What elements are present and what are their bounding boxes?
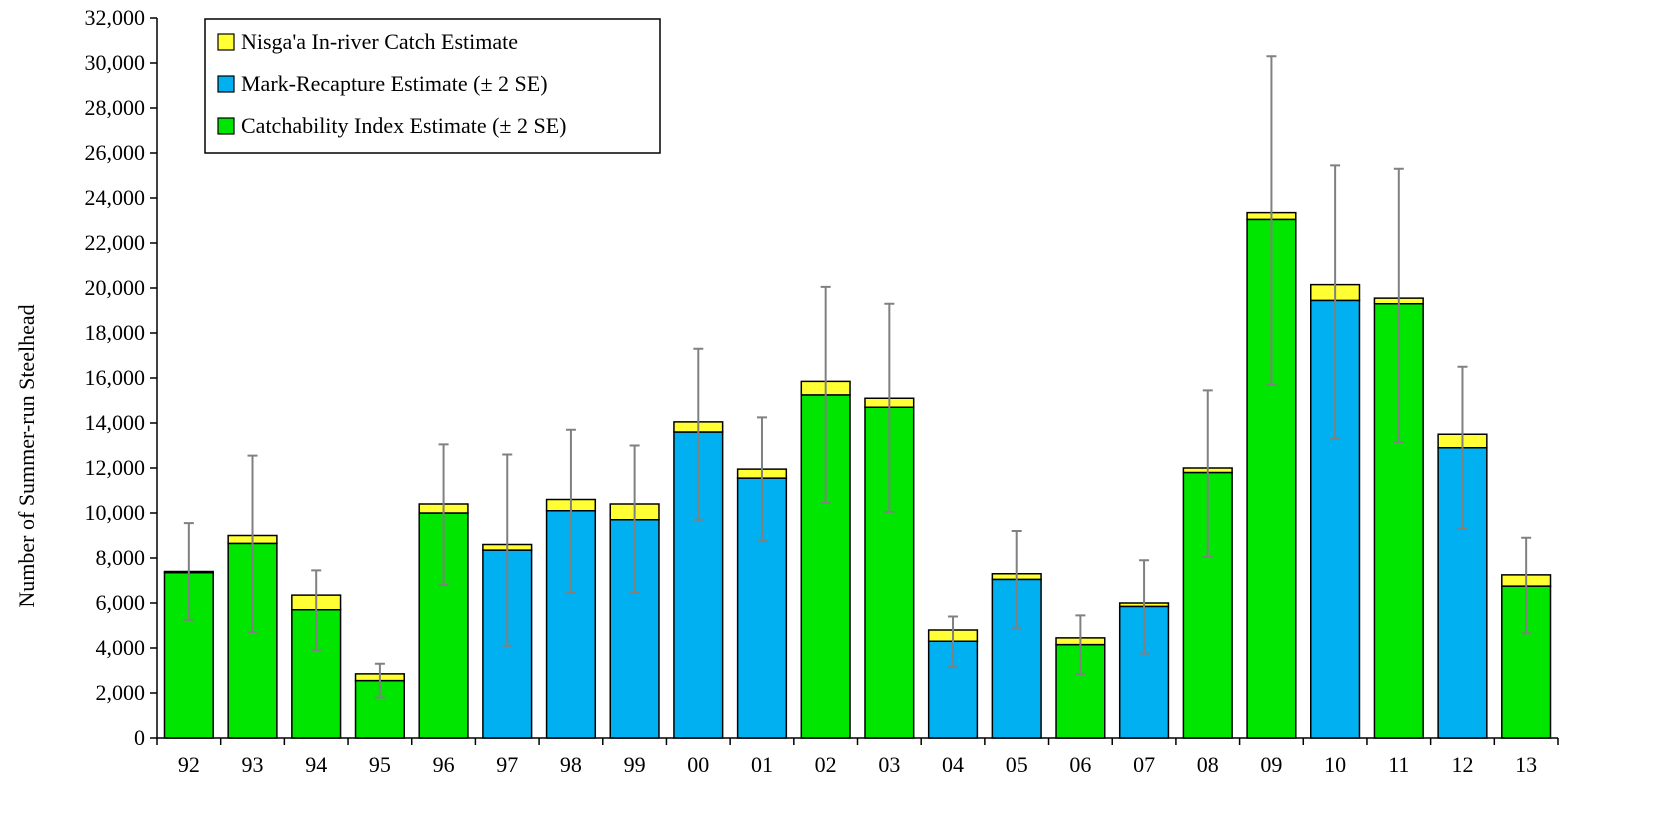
x-tick-label: 08 (1197, 752, 1219, 777)
legend-swatch-catchability (217, 117, 235, 135)
error-bar-12 (1457, 365, 1468, 530)
x-tick-label: 07 (1133, 752, 1155, 777)
error-bar-99 (629, 444, 640, 594)
y-tick-label: 0 (134, 725, 145, 750)
legend-label-nisgaa: Nisga'a In-river Catch Estimate (241, 29, 518, 54)
y-tick-label: 2,000 (96, 680, 146, 705)
x-tick-label: 94 (305, 752, 327, 777)
y-tick-label: 16,000 (85, 365, 146, 390)
legend-swatch-nisgaa (217, 33, 235, 51)
y-tick-label: 20,000 (85, 275, 146, 300)
y-tick-label: 14,000 (85, 410, 146, 435)
y-tick-label: 12,000 (85, 455, 146, 480)
y-tick-label: 10,000 (85, 500, 146, 525)
x-tick-label: 04 (942, 752, 964, 777)
legend-swatch-mark_recapture (217, 75, 235, 93)
y-tick-label: 8,000 (96, 545, 146, 570)
error-bar-06 (1075, 614, 1086, 675)
error-bar-95 (374, 662, 385, 699)
legend: Nisga'a In-river Catch Estimate Mark-Reca… (204, 18, 661, 154)
error-bar-05 (1011, 530, 1022, 629)
error-bar-09 (1266, 55, 1277, 386)
error-bar-13 (1521, 536, 1532, 635)
y-tick-label: 24,000 (85, 185, 146, 210)
error-bar-02 (820, 285, 831, 504)
x-tick-label: 05 (1006, 752, 1028, 777)
error-bar-01 (756, 416, 767, 543)
error-bar-11 (1393, 167, 1404, 444)
error-bar-00 (693, 347, 704, 521)
x-tick-label: 12 (1451, 752, 1473, 777)
x-tick-label: 09 (1260, 752, 1282, 777)
x-tick-label: 10 (1324, 752, 1346, 777)
x-tick-label: 92 (178, 752, 200, 777)
x-tick-label: 98 (560, 752, 582, 777)
y-tick-label: 4,000 (96, 635, 146, 660)
error-bar-03 (884, 302, 895, 513)
y-tick-label: 6,000 (96, 590, 146, 615)
legend-label-catchability: Catchability Index Estimate (± 2 SE) (241, 113, 567, 138)
x-tick-label: 01 (751, 752, 773, 777)
x-tick-label: 03 (878, 752, 900, 777)
x-tick-label: 93 (242, 752, 264, 777)
y-tick-label: 30,000 (85, 50, 146, 75)
x-tick-label: 96 (433, 752, 455, 777)
y-tick-label: 18,000 (85, 320, 146, 345)
error-bar-08 (1202, 389, 1213, 558)
x-tick-label: 97 (496, 752, 518, 777)
bars-layer (163, 211, 1552, 739)
error-bar-97 (502, 453, 513, 647)
y-tick-label: 32,000 (85, 5, 146, 30)
x-tick-label: 13 (1515, 752, 1537, 777)
error-bar-10 (1330, 164, 1341, 440)
x-tick-label: 06 (1069, 752, 1091, 777)
legend-box (204, 18, 661, 154)
error-bar-98 (565, 428, 576, 594)
x-tick-label: 95 (369, 752, 391, 777)
bar-estimate-95 (354, 679, 405, 739)
error-bar-07 (1139, 559, 1150, 655)
error-bar-94 (311, 569, 322, 652)
y-axis-title: Number of Summer-run Steelhead (14, 304, 39, 607)
axes-layer: 0 2,000 4,000 6,000 8,000 10,000 12,000 14,000 1… (85, 5, 1559, 777)
error-bars-layer (183, 55, 1532, 699)
error-bar-04 (948, 615, 959, 669)
y-tick-label: 26,000 (85, 140, 146, 165)
error-bar-92 (183, 522, 194, 621)
x-tick-label: 99 (624, 752, 646, 777)
x-tick-label: 00 (687, 752, 709, 777)
legend-label-mark_recapture: Mark-Recapture Estimate (± 2 SE) (241, 71, 548, 96)
y-tick-label: 28,000 (85, 95, 146, 120)
x-tick-label: 02 (815, 752, 837, 777)
error-bar-93 (247, 454, 258, 634)
error-bar-96 (438, 443, 449, 586)
y-tick-label: 22,000 (85, 230, 146, 255)
x-tick-label: 11 (1388, 752, 1409, 777)
